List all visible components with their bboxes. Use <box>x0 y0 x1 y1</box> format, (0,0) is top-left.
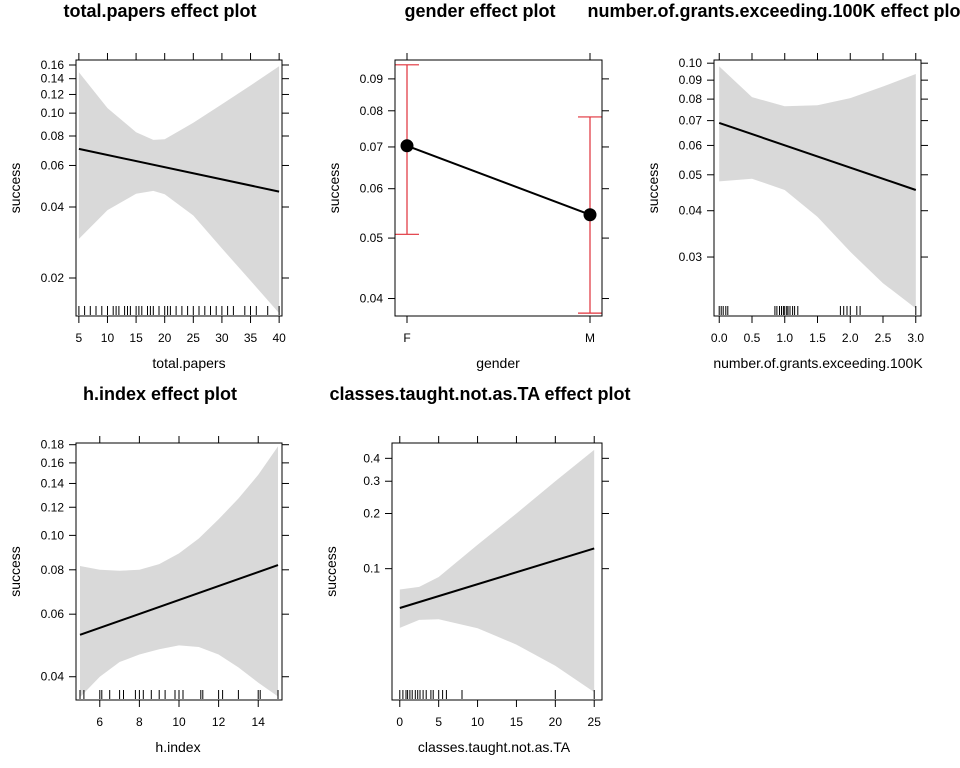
effect-line <box>78 147 280 193</box>
x-tick-label: 5 <box>76 331 83 345</box>
x-axis-label: gender <box>476 355 520 371</box>
x-tick-label: 5 <box>435 715 442 729</box>
confidence-band <box>78 66 280 314</box>
effect-plot-5: classes.taught.not.as.TA effect plot 0 5 10… <box>323 384 631 755</box>
x-tick-label: 10 <box>172 715 186 729</box>
y-tick-label: 0.14 <box>41 72 65 86</box>
y-axis-label: success <box>326 163 342 214</box>
y-tick-label: 0.06 <box>360 182 384 196</box>
effect-plot-1: total.papers effect plot 5 10 15 20 25 30 35 40 0… <box>7 1 289 371</box>
x-tick-label: 1.0 <box>776 331 793 345</box>
x-tick-label: 12 <box>212 715 226 729</box>
effect-plot-4: h.index effect plot 6 8 10 12 14 0.04 0.06 0.08 0… <box>7 384 289 755</box>
plot-title: classes.taught.not.as.TA effect plot <box>329 384 630 404</box>
y-tick-label: 0.10 <box>41 106 65 120</box>
y-tick-label: 0.10 <box>41 528 65 542</box>
y-axis-label: success <box>7 546 23 597</box>
y-tick-label: 0.04 <box>41 670 65 684</box>
x-tick-label: 25 <box>187 331 201 345</box>
plot-frame <box>394 59 603 317</box>
y-tick-label: 0.03 <box>679 250 703 264</box>
y-tick-label: 0.02 <box>41 271 65 285</box>
x-axis-label: total.papers <box>152 355 225 371</box>
x-tick-label: 0 <box>396 715 403 729</box>
y-tick-label: 0.05 <box>679 168 703 182</box>
y-tick-label: 0.07 <box>679 114 703 128</box>
x-tick-label: 3.0 <box>907 331 924 345</box>
x-tick-label: M <box>585 331 595 345</box>
x-tick-label: 20 <box>549 715 563 729</box>
y-tick-label: 0.12 <box>41 87 65 101</box>
effect-point <box>400 139 414 153</box>
effect-point <box>583 208 597 222</box>
y-tick-label: 0.08 <box>360 104 384 118</box>
x-tick-label: 15 <box>129 331 143 345</box>
plot-frame <box>75 59 283 317</box>
y-tick-label: 0.07 <box>360 140 384 154</box>
x-tick-label: 25 <box>588 715 602 729</box>
y-tick-label: 0.06 <box>41 607 65 621</box>
y-tick-label: 0.12 <box>41 500 65 514</box>
y-axis-label: success <box>7 163 23 214</box>
y-tick-label: 0.05 <box>360 231 384 245</box>
x-tick-label: 35 <box>244 331 258 345</box>
x-tick-label: 10 <box>101 331 115 345</box>
y-tick-label: 0.08 <box>679 92 703 106</box>
y-axis-label: success <box>323 546 339 597</box>
y-tick-label: 0.04 <box>360 292 384 306</box>
plot-title: number.of.grants.exceeding.100K effect p… <box>587 1 960 21</box>
x-tick-label: 1.5 <box>809 331 826 345</box>
x-tick-label: 20 <box>158 331 172 345</box>
effect-line <box>406 144 591 216</box>
effect-line <box>79 564 279 636</box>
y-tick-label: 0.18 <box>41 438 65 452</box>
x-tick-label: 14 <box>252 715 266 729</box>
y-tick-label: 0.16 <box>41 456 65 470</box>
x-axis-label: h.index <box>155 739 200 755</box>
x-tick-label: 2.5 <box>875 331 892 345</box>
plot-title: total.papers effect plot <box>63 1 256 21</box>
y-tick-label: 0.14 <box>41 476 65 490</box>
plot-title: gender effect plot <box>404 1 555 21</box>
effect-plot-2: gender effect plot F M 0.04 0.05 0.06 0.07 0.08… <box>326 1 609 371</box>
x-tick-label: 40 <box>272 331 286 345</box>
y-tick-label: 0.3 <box>363 474 380 488</box>
plot-title: h.index effect plot <box>83 384 237 404</box>
confidence-band <box>719 66 916 309</box>
effect-plot-3: number.of.grants.exceeding.100K effect p… <box>587 1 960 371</box>
y-tick-label: 0.09 <box>360 72 384 86</box>
x-tick-label: 2.0 <box>842 331 859 345</box>
y-tick-label: 0.10 <box>679 56 703 70</box>
confidence-band <box>399 449 595 693</box>
x-tick-label: F <box>403 331 410 345</box>
y-tick-label: 0.04 <box>679 204 703 218</box>
y-tick-label: 0.06 <box>679 138 703 152</box>
x-tick-label: 8 <box>136 715 143 729</box>
x-tick-label: 10 <box>471 715 485 729</box>
y-tick-label: 0.06 <box>41 158 65 172</box>
y-tick-label: 0.08 <box>41 563 65 577</box>
x-tick-label: 0.0 <box>711 331 728 345</box>
y-tick-label: 0.1 <box>363 562 380 576</box>
y-axis-label: success <box>645 163 661 214</box>
y-tick-label: 0.2 <box>363 506 380 520</box>
y-tick-label: 0.16 <box>41 58 65 72</box>
x-tick-label: 0.5 <box>744 331 761 345</box>
effect-line <box>399 547 595 609</box>
confidence-band <box>80 446 278 698</box>
effect-line <box>718 121 917 191</box>
y-tick-label: 0.09 <box>679 73 703 87</box>
plot-frame <box>391 442 603 701</box>
y-tick-label: 0.4 <box>363 451 380 465</box>
x-tick-label: 15 <box>510 715 524 729</box>
y-tick-label: 0.08 <box>41 129 65 143</box>
x-axis-label: number.of.grants.exceeding.100K <box>713 355 923 371</box>
x-axis-label: classes.taught.not.as.TA <box>418 739 571 755</box>
x-tick-label: 6 <box>96 715 103 729</box>
y-tick-label: 0.04 <box>41 200 65 214</box>
x-tick-label: 30 <box>215 331 229 345</box>
